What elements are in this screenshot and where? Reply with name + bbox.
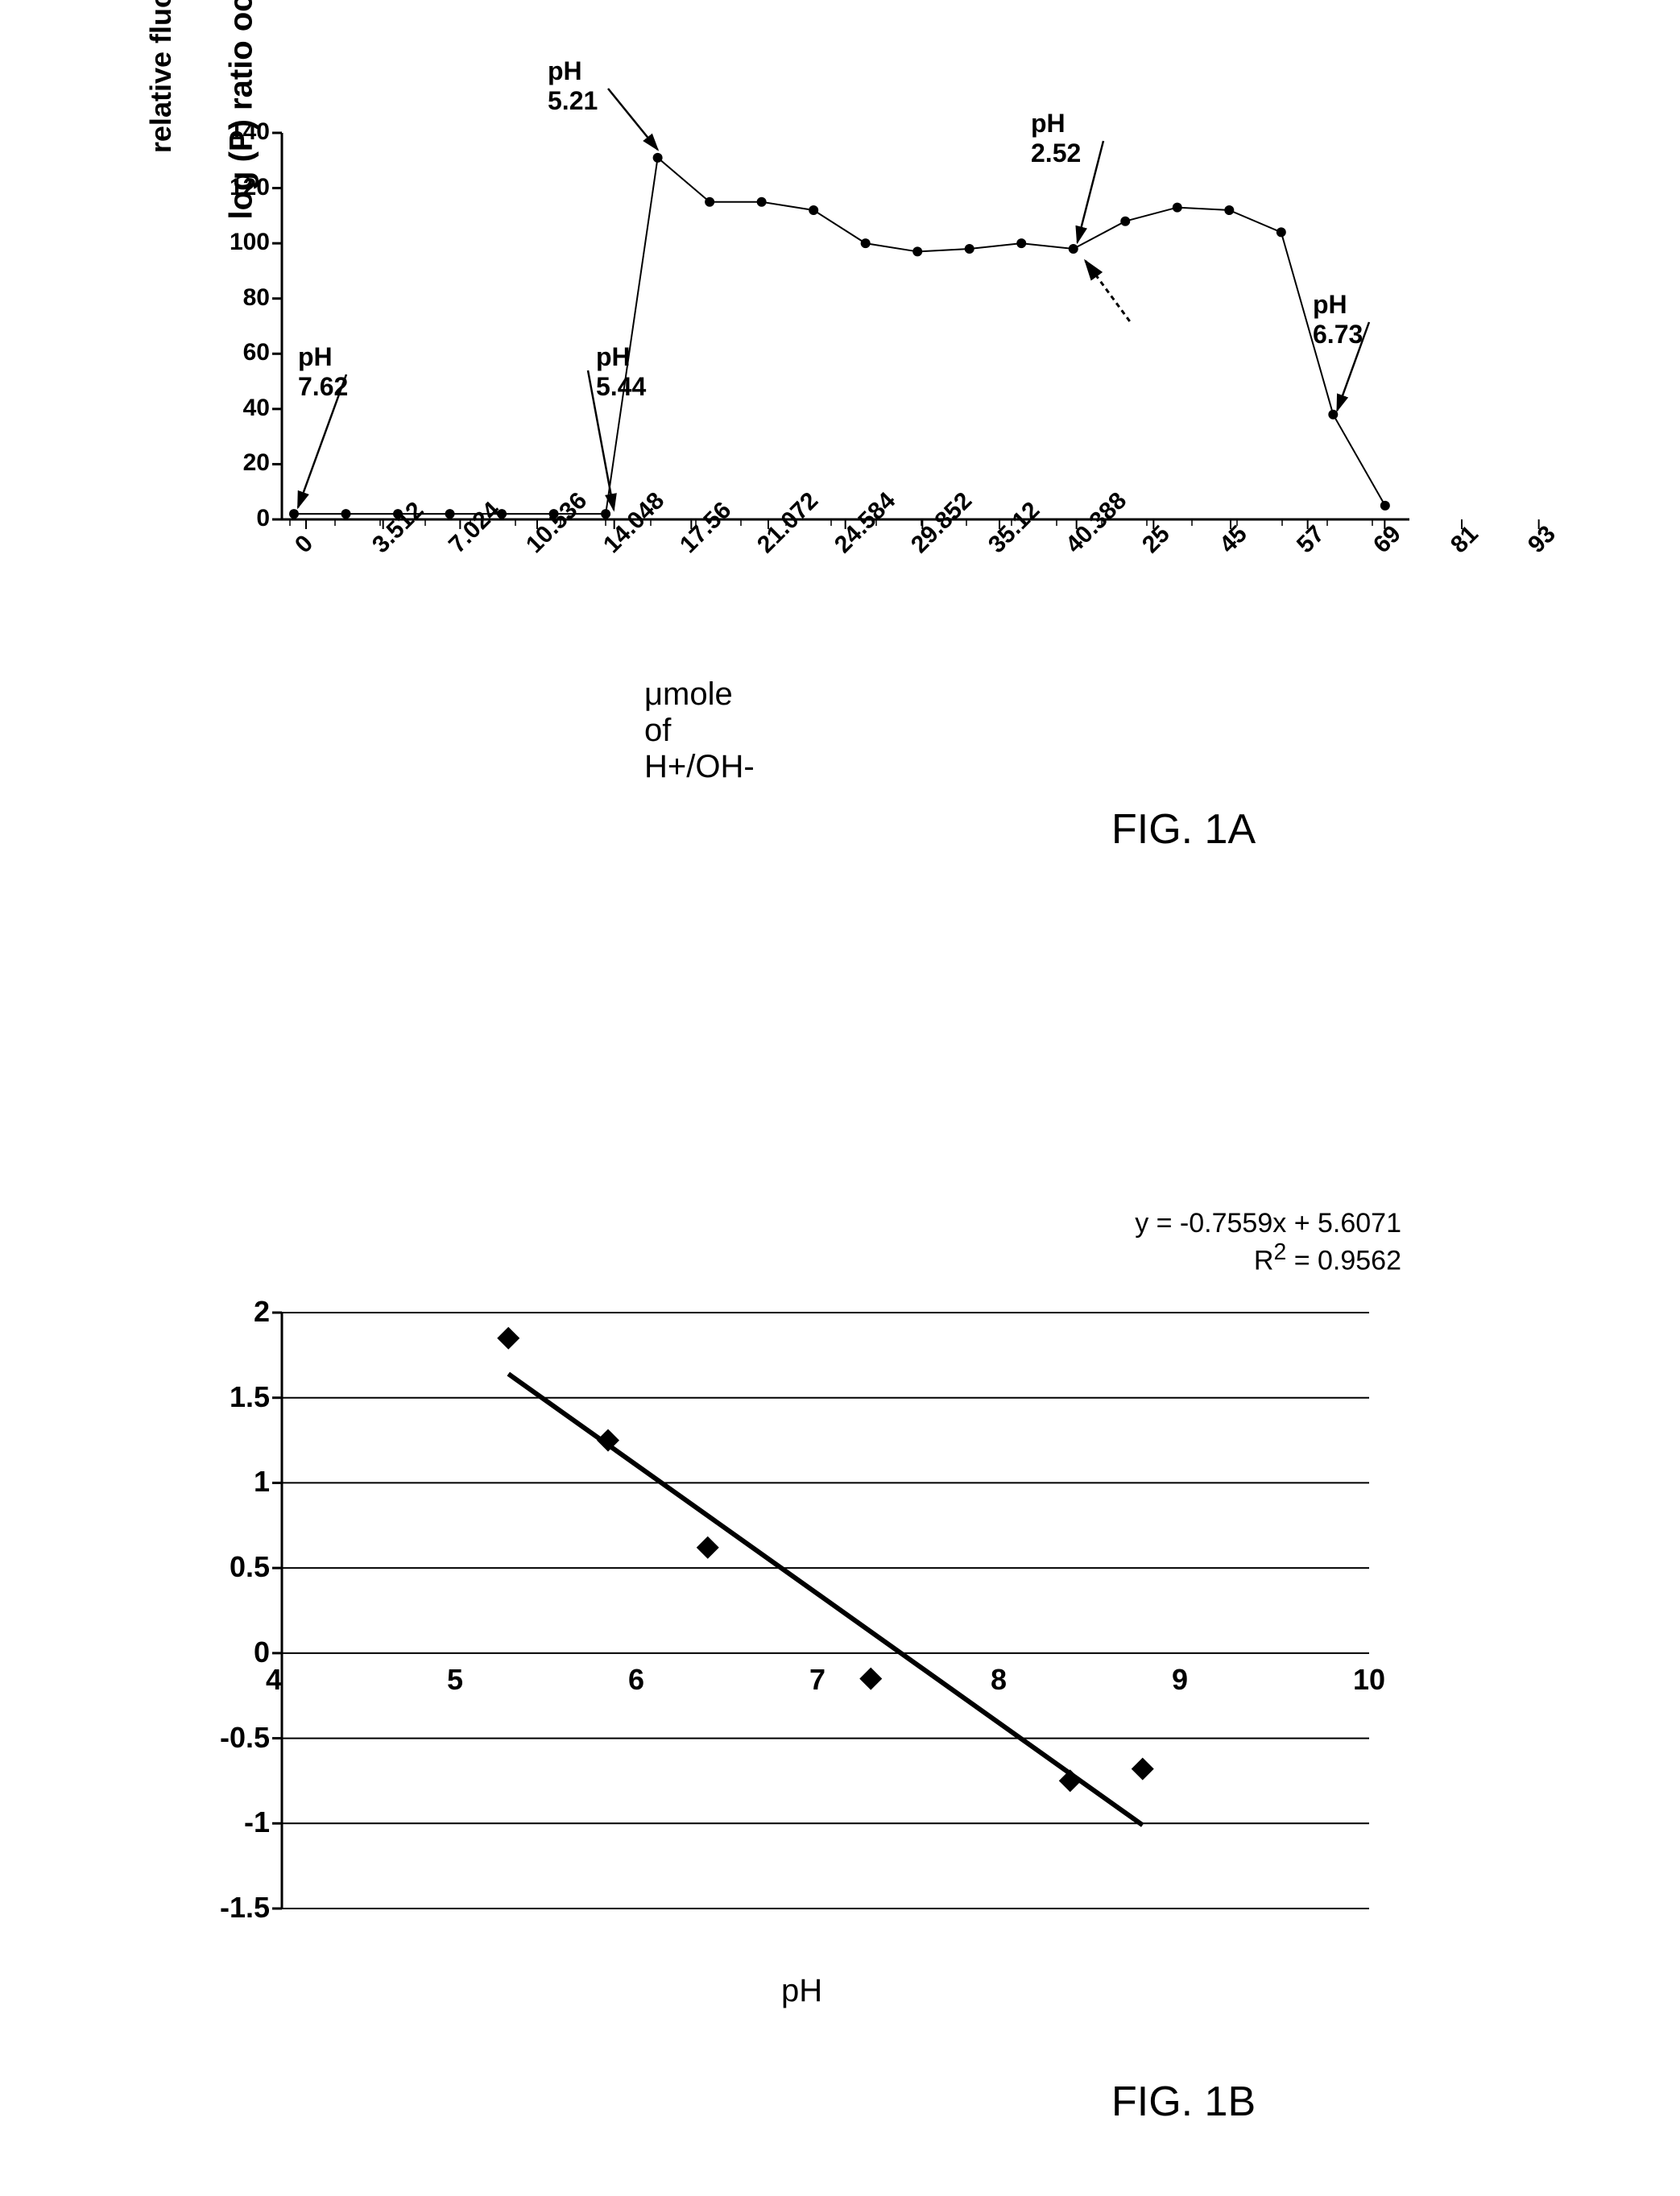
chart2-xtick: 6 bbox=[628, 1663, 644, 1697]
chart2-ytick: 2 bbox=[193, 1295, 270, 1329]
chart2-ytick: 1 bbox=[193, 1465, 270, 1499]
chart2-xtick: 5 bbox=[447, 1663, 463, 1697]
chart2-xtick: 7 bbox=[809, 1663, 826, 1697]
chart2-xtick: 10 bbox=[1353, 1663, 1385, 1697]
chart2-xtick: 4 bbox=[266, 1663, 282, 1697]
chart2-ytick: 1.5 bbox=[193, 1380, 270, 1414]
chart2-ytick: -1.5 bbox=[193, 1891, 270, 1925]
chart2-xtick: 8 bbox=[991, 1663, 1007, 1697]
chart2-xtick: 9 bbox=[1172, 1663, 1188, 1697]
chart2-ytick: -0.5 bbox=[193, 1721, 270, 1755]
fig-1b-label: FIG. 1B bbox=[1111, 2078, 1256, 2126]
chart2-ytick: -1 bbox=[193, 1805, 270, 1839]
chart2-x-axis-label: pH bbox=[781, 1973, 822, 2009]
chart2-ytick: 0.5 bbox=[193, 1550, 270, 1584]
chart2-ytick: 0 bbox=[193, 1636, 270, 1669]
chart2-plot bbox=[0, 0, 1450, 1989]
chart2-y-axis-label: log (P) ratio octanol/buffer bbox=[224, 0, 260, 260]
figure-1b: y = -0.7559x + 5.6071 R2 = 0.9562 log (P… bbox=[0, 0, 483, 36]
